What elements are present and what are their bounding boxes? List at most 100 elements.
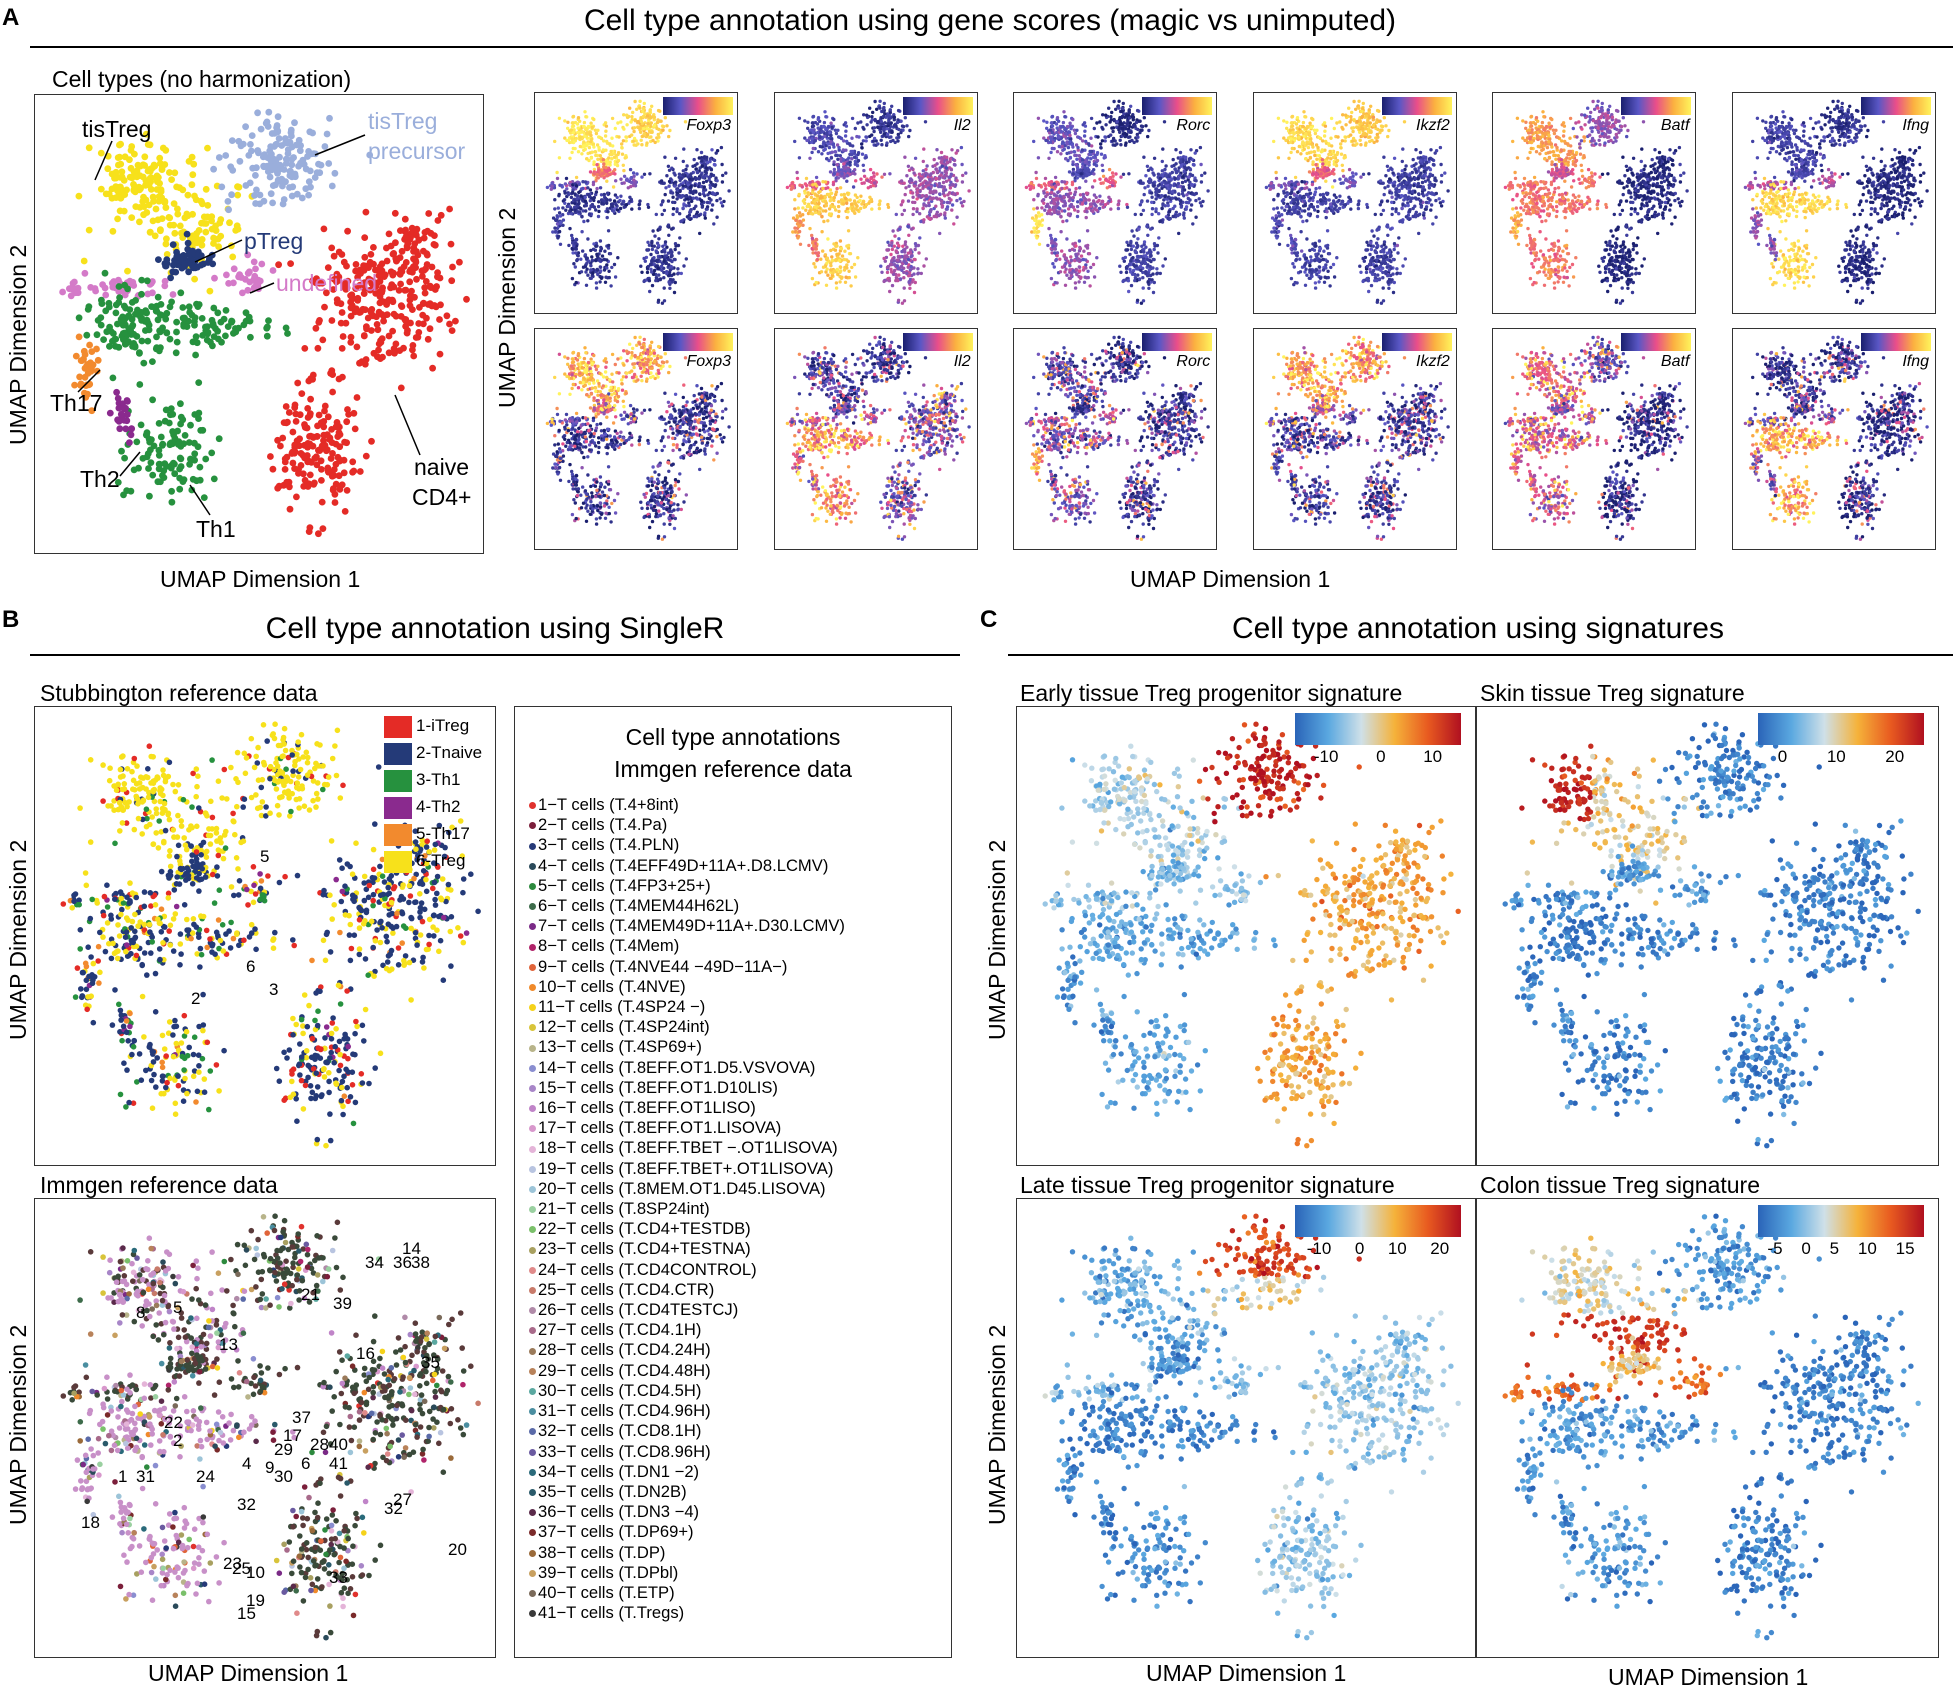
gene-point <box>940 200 943 203</box>
gene-point <box>1130 139 1133 142</box>
gene-point <box>571 277 574 280</box>
gene-point <box>827 207 830 210</box>
gene-point <box>596 158 599 161</box>
gene-point <box>688 181 691 184</box>
gene-point <box>1092 168 1095 171</box>
gene-point <box>727 189 730 192</box>
gene-point <box>1092 263 1095 266</box>
gene-point <box>834 154 837 157</box>
celltype-point <box>324 431 331 438</box>
celltype-point <box>173 319 180 326</box>
gene-point <box>660 265 663 268</box>
celltype-point <box>144 429 151 436</box>
gene-point <box>604 130 607 133</box>
celltype-point <box>145 141 152 148</box>
celltype-point <box>203 186 210 193</box>
celltype-point <box>397 281 404 288</box>
celltype-point <box>306 458 313 465</box>
celltype-point <box>211 275 218 282</box>
celltype-point <box>192 352 199 359</box>
gene-point <box>562 218 565 221</box>
gene-point <box>829 264 832 267</box>
gene-point <box>795 214 798 217</box>
celltype-point <box>449 327 456 334</box>
gene-point <box>648 244 651 247</box>
gene-point <box>1093 163 1096 166</box>
gene-point <box>912 258 915 261</box>
gene-point <box>887 279 890 282</box>
gene-point <box>1077 259 1080 262</box>
celltype-point <box>444 312 451 319</box>
gene-point <box>840 198 843 201</box>
gene-point <box>656 258 659 261</box>
gene-point <box>1049 141 1052 144</box>
celltype-point <box>201 494 208 501</box>
gene-point <box>1078 239 1081 242</box>
celltype-point <box>338 300 345 307</box>
gene-point <box>671 191 674 194</box>
celltype-point <box>273 141 280 148</box>
gene-point <box>846 210 849 213</box>
gene-point <box>671 278 674 281</box>
celltype-point <box>145 465 152 472</box>
gene-point <box>1140 129 1143 132</box>
celltype-point <box>151 304 158 311</box>
gene-point <box>1073 259 1076 262</box>
gene-point <box>584 196 587 199</box>
celltype-point <box>167 441 174 448</box>
gene-point <box>581 249 584 252</box>
celltype-point <box>171 169 178 176</box>
gene-point <box>647 265 650 268</box>
gene-point <box>590 255 593 258</box>
gene-point <box>576 258 579 261</box>
celltype-point <box>94 331 101 338</box>
celltype-point <box>282 466 289 473</box>
gene-point <box>856 159 859 162</box>
gene-point <box>622 139 625 142</box>
gene-point <box>1064 261 1067 264</box>
celltype-point <box>76 334 83 341</box>
gene-point <box>604 197 607 200</box>
gene-point <box>830 151 833 154</box>
gene-point <box>671 201 674 204</box>
gene-point <box>597 205 600 208</box>
gene-point <box>589 264 592 267</box>
gene-point <box>912 291 915 294</box>
celltype-point <box>144 277 151 284</box>
celltype-point <box>323 447 330 454</box>
celltype-point <box>147 447 154 454</box>
gene-point <box>939 185 942 188</box>
celltype-point <box>140 455 147 462</box>
gene-point <box>834 190 837 193</box>
gene-point <box>633 100 636 103</box>
gene-point <box>924 204 927 207</box>
gene-point <box>580 230 583 233</box>
gene-point <box>1086 244 1089 247</box>
gene-point <box>1086 169 1089 172</box>
gene-point <box>795 177 798 180</box>
gene-point <box>889 135 892 138</box>
gene-point <box>653 245 656 248</box>
gene-point <box>612 185 615 188</box>
gene-point <box>696 170 699 173</box>
celltype-point <box>302 477 309 484</box>
celltype-point <box>356 360 363 367</box>
celltype-point <box>274 437 281 444</box>
celltype-point <box>126 306 133 313</box>
celltype-point <box>115 395 122 402</box>
gene-point <box>1075 129 1078 132</box>
gene-point <box>852 210 855 213</box>
gene-point <box>1076 176 1079 179</box>
gene-point <box>790 182 793 185</box>
gene-point <box>888 116 891 119</box>
gene-point <box>614 275 617 278</box>
celltype-point <box>436 316 443 323</box>
celltype-point <box>297 142 304 149</box>
gene-point <box>828 188 831 191</box>
gene-point <box>606 216 609 219</box>
celltype-point <box>209 317 216 324</box>
gene-point <box>872 137 875 140</box>
gene-point <box>1050 121 1053 124</box>
celltype-point <box>337 431 344 438</box>
gene-point <box>571 121 574 124</box>
